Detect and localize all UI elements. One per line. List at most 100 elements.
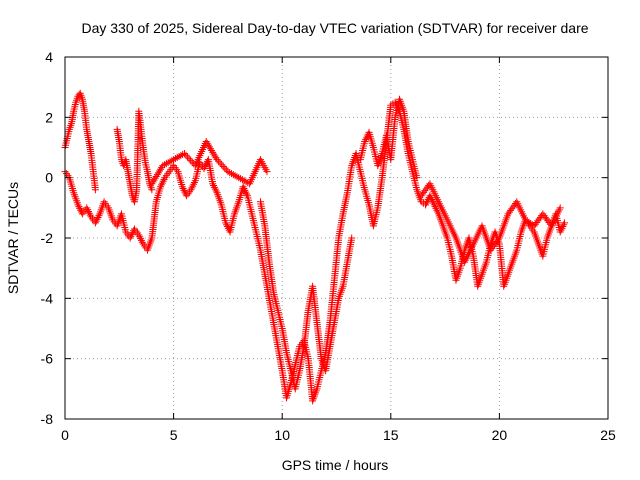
data-point [204, 141, 212, 149]
data-point [428, 195, 436, 203]
data-point [243, 190, 251, 198]
data-point [157, 183, 165, 191]
data-point [559, 223, 567, 231]
data-point [422, 201, 430, 209]
x-tick-label: 20 [492, 427, 508, 443]
data-point [188, 184, 196, 192]
data-point [152, 172, 160, 180]
data-point [76, 204, 84, 212]
data-point [151, 174, 159, 182]
data-point [238, 176, 246, 184]
data-point [208, 147, 216, 155]
data-point [429, 199, 437, 207]
data-point [137, 236, 145, 244]
data-points [61, 89, 569, 405]
data-point [148, 180, 156, 188]
data-point [241, 186, 249, 194]
data-point [157, 165, 165, 173]
data-point [413, 174, 421, 182]
data-point [178, 183, 186, 191]
data-point [207, 145, 215, 153]
data-point [228, 170, 236, 178]
data-point [189, 182, 197, 190]
data-point [224, 168, 232, 176]
data-point [95, 212, 103, 220]
data-point [155, 167, 163, 175]
data-point [187, 156, 195, 164]
x-tick-label: 25 [600, 427, 616, 443]
data-point [557, 226, 565, 234]
data-point [216, 159, 224, 167]
data-point [135, 231, 143, 239]
data-point [75, 203, 83, 211]
data-point [209, 148, 217, 156]
data-point [556, 228, 564, 236]
data-point [430, 201, 438, 209]
data-point [556, 204, 564, 212]
y-tick-label: 2 [45, 109, 53, 125]
data-point [74, 201, 82, 209]
data-point [86, 211, 94, 219]
data-point [84, 207, 92, 215]
data-point [83, 204, 91, 212]
y-tick-label: 4 [45, 49, 53, 65]
data-point [561, 219, 569, 227]
data-point [138, 238, 146, 246]
data-point [179, 151, 187, 159]
data-point [218, 161, 226, 169]
data-point [179, 185, 187, 193]
data-point [91, 186, 99, 194]
x-tick-label: 0 [61, 427, 69, 443]
data-point [222, 219, 230, 227]
data-point [494, 236, 502, 244]
data-point [221, 164, 229, 172]
data-point [190, 178, 198, 186]
chart-title: Day 330 of 2025, Sidereal Day-to-day VTE… [81, 20, 588, 36]
data-point [235, 174, 243, 182]
data-point [171, 155, 179, 163]
data-point [126, 234, 134, 242]
data-point [223, 223, 231, 231]
data-point [240, 185, 248, 193]
data-point [219, 162, 227, 170]
data-point [185, 155, 193, 163]
data-point [85, 209, 93, 217]
data-point [422, 199, 430, 207]
data-point [175, 153, 183, 161]
data-point [213, 156, 221, 164]
data-point [164, 159, 172, 167]
y-tick-label: 0 [45, 170, 53, 186]
data-point [128, 230, 136, 238]
data-point [188, 158, 196, 166]
data-point [84, 206, 92, 214]
data-point [160, 175, 168, 183]
data-point [202, 161, 210, 169]
data-point [180, 186, 188, 194]
data-point [168, 157, 176, 165]
data-point [187, 186, 195, 194]
data-point [229, 171, 237, 179]
data-point [362, 136, 370, 144]
data-point [212, 187, 220, 195]
data-point [149, 178, 157, 186]
data-point [180, 150, 188, 158]
y-axis-label: SDTVAR / TECUs [5, 182, 21, 294]
data-point [210, 182, 218, 190]
x-tick-label: 10 [274, 427, 290, 443]
data-point [92, 217, 100, 225]
data-point [558, 224, 566, 232]
data-point [210, 183, 218, 191]
data-point [153, 171, 161, 179]
data-point [431, 203, 439, 211]
data-point [159, 177, 167, 185]
data-point [242, 188, 250, 196]
data-point [205, 143, 213, 151]
data-point [226, 169, 234, 177]
data-point [190, 180, 198, 188]
data-point [211, 152, 219, 160]
data-point [182, 151, 190, 159]
data-point [239, 183, 247, 191]
data-point [127, 232, 135, 240]
data-point [361, 137, 369, 145]
data-point [429, 197, 437, 205]
